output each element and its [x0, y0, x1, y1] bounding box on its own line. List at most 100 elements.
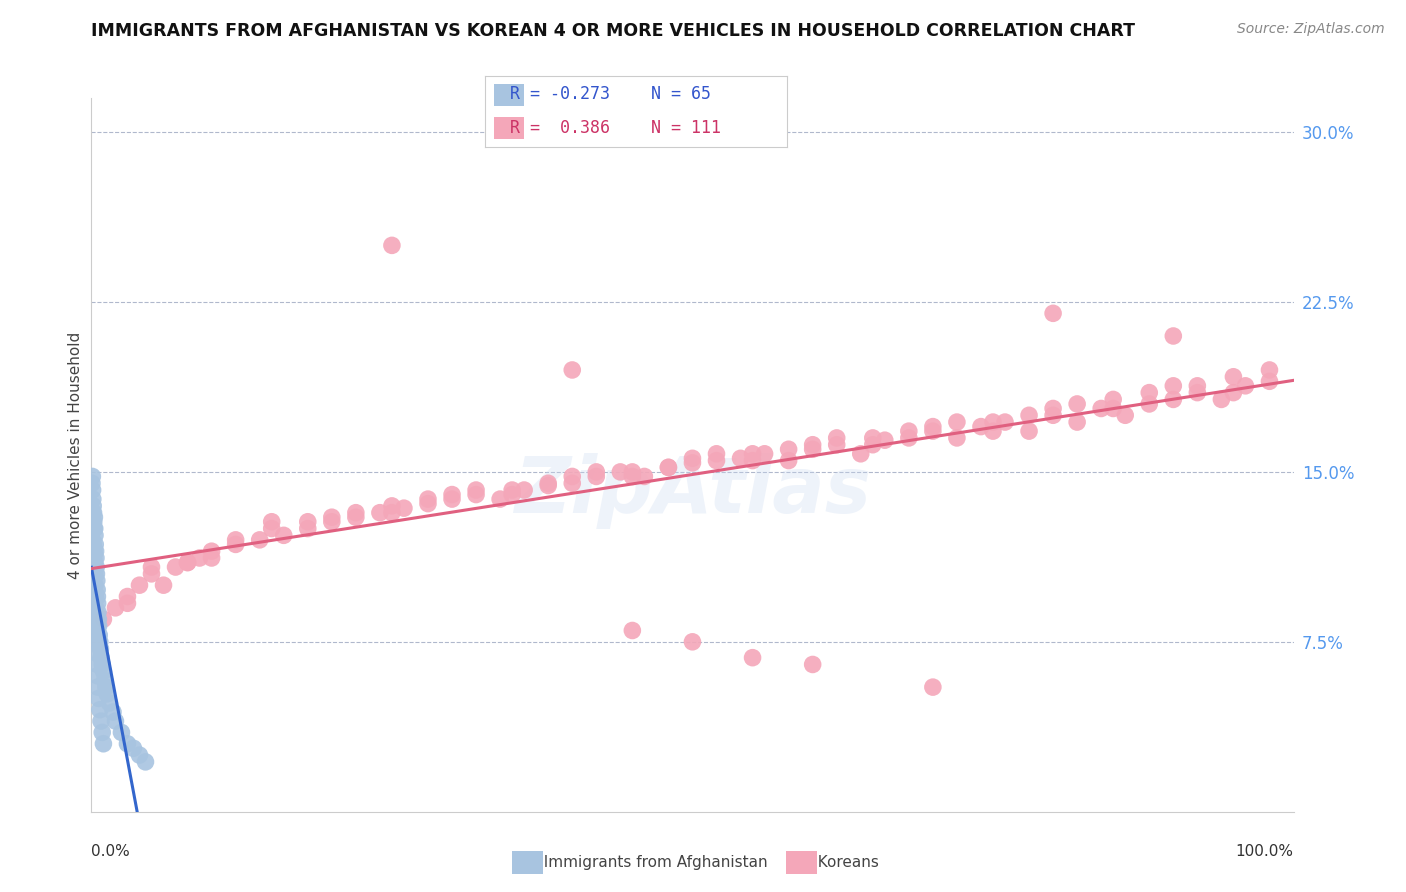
Point — [128, 748, 150, 763]
Point — [87, 612, 110, 626]
Point — [1211, 392, 1233, 407]
Point — [176, 556, 198, 570]
Point — [86, 669, 108, 683]
Point — [82, 483, 104, 497]
Point — [440, 492, 463, 507]
Point — [176, 556, 198, 570]
Point — [344, 506, 367, 520]
Point — [82, 499, 104, 513]
Text: R =  0.386: R = 0.386 — [510, 119, 610, 136]
Point — [778, 453, 800, 467]
Point — [200, 544, 222, 558]
Point — [117, 596, 139, 610]
Point — [110, 725, 132, 739]
Point — [1161, 379, 1184, 393]
Text: 0.0%: 0.0% — [91, 844, 131, 859]
Point — [82, 492, 104, 507]
Point — [801, 442, 824, 457]
Point — [1066, 397, 1088, 411]
Point — [80, 476, 103, 491]
Point — [90, 714, 112, 728]
Point — [381, 238, 404, 252]
Point — [561, 476, 583, 491]
Point — [84, 624, 107, 638]
Point — [82, 522, 104, 536]
Point — [501, 483, 523, 497]
Y-axis label: 4 or more Vehicles in Household: 4 or more Vehicles in Household — [67, 331, 83, 579]
Point — [1258, 374, 1281, 388]
Point — [83, 522, 105, 536]
Point — [501, 487, 523, 501]
Point — [260, 515, 283, 529]
Text: IMMIGRANTS FROM AFGHANISTAN VS KOREAN 4 OR MORE VEHICLES IN HOUSEHOLD CORRELATIO: IMMIGRANTS FROM AFGHANISTAN VS KOREAN 4 … — [91, 22, 1136, 40]
Point — [84, 551, 107, 566]
Point — [83, 551, 105, 566]
Point — [1090, 401, 1112, 416]
Point — [104, 600, 127, 615]
Point — [91, 725, 114, 739]
Point — [681, 635, 703, 649]
Point — [585, 469, 607, 483]
Point — [897, 424, 920, 438]
Point — [94, 680, 117, 694]
Point — [897, 431, 920, 445]
Point — [321, 510, 343, 524]
Point — [537, 476, 560, 491]
Point — [86, 657, 108, 672]
Point — [90, 650, 112, 665]
Point — [89, 703, 111, 717]
Point — [537, 478, 560, 492]
Point — [87, 606, 110, 620]
Point — [862, 438, 884, 452]
Point — [141, 566, 163, 581]
Point — [741, 447, 763, 461]
Point — [946, 415, 969, 429]
Point — [128, 578, 150, 592]
Point — [801, 438, 824, 452]
Point — [489, 492, 512, 507]
Point — [609, 465, 631, 479]
Point — [825, 438, 848, 452]
Point — [1137, 397, 1160, 411]
Point — [200, 551, 222, 566]
Point — [297, 522, 319, 536]
Point — [633, 469, 655, 483]
Bar — [494, 117, 524, 138]
Point — [91, 657, 114, 672]
Point — [1161, 392, 1184, 407]
Point — [89, 641, 111, 656]
Point — [741, 650, 763, 665]
Point — [778, 442, 800, 457]
Point — [225, 537, 247, 551]
Point — [84, 612, 107, 626]
Text: N = 65: N = 65 — [651, 85, 711, 103]
Point — [849, 447, 872, 461]
Point — [621, 465, 644, 479]
Text: Source: ZipAtlas.com: Source: ZipAtlas.com — [1237, 22, 1385, 37]
Point — [994, 415, 1017, 429]
Point — [1042, 409, 1064, 423]
Point — [621, 469, 644, 483]
Point — [1042, 401, 1064, 416]
Point — [465, 483, 488, 497]
Point — [83, 560, 105, 574]
Point — [86, 646, 108, 660]
Point — [117, 737, 139, 751]
Point — [585, 465, 607, 479]
Point — [82, 469, 104, 483]
Point — [87, 619, 110, 633]
Point — [86, 574, 108, 588]
Point — [970, 419, 993, 434]
Point — [83, 566, 105, 581]
Point — [84, 590, 107, 604]
Point — [1018, 424, 1040, 438]
Point — [83, 515, 105, 529]
Point — [344, 510, 367, 524]
Point — [657, 460, 679, 475]
Text: ZipAtlas: ZipAtlas — [515, 452, 870, 529]
Point — [83, 522, 105, 536]
Point — [1222, 369, 1244, 384]
Point — [1187, 385, 1209, 400]
Point — [84, 537, 107, 551]
Point — [381, 499, 404, 513]
